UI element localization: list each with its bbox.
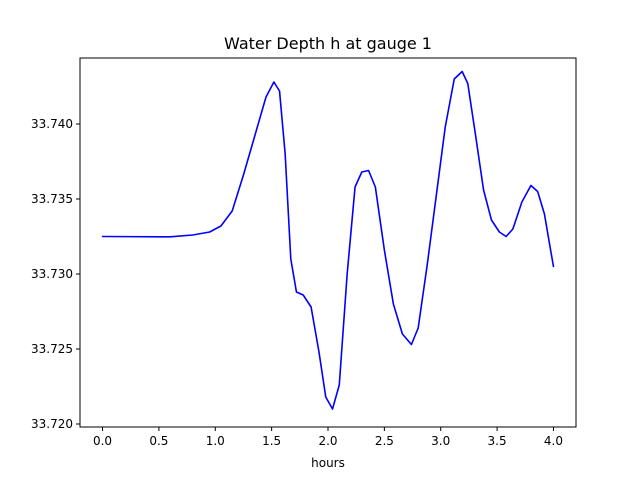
x-tick-label: 1.5 bbox=[262, 434, 281, 448]
y-tick-label: 33.740 bbox=[31, 117, 73, 131]
chart-title: Water Depth h at gauge 1 bbox=[224, 34, 432, 53]
y-tick-label: 33.735 bbox=[31, 192, 73, 206]
y-tick-label: 33.725 bbox=[31, 342, 73, 356]
y-tick-label: 33.730 bbox=[31, 267, 73, 281]
x-axis-label: hours bbox=[311, 456, 345, 470]
x-tick-label: 3.0 bbox=[431, 434, 450, 448]
x-tick-label: 0.0 bbox=[93, 434, 112, 448]
x-tick-label: 2.5 bbox=[375, 434, 394, 448]
series-line-0 bbox=[101, 70, 555, 410]
y-tick-label: 33.720 bbox=[31, 417, 73, 431]
x-tick-label: 3.5 bbox=[488, 434, 507, 448]
x-tick-label: 0.5 bbox=[149, 434, 168, 448]
x-tick-label: 2.0 bbox=[318, 434, 337, 448]
x-tick-label: 4.0 bbox=[544, 434, 563, 448]
x-tick-label: 1.0 bbox=[206, 434, 225, 448]
